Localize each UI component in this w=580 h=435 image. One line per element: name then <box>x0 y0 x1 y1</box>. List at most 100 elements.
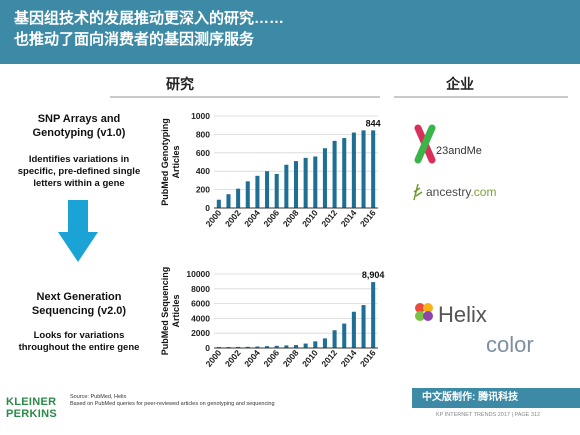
color-text: color <box>486 332 534 357</box>
bar <box>274 345 279 348</box>
bar <box>322 338 327 348</box>
x-tick-label: 2012 <box>319 348 339 369</box>
snp-description: Identifies variations in specific, pre-d… <box>6 154 152 190</box>
x-tick-label: 2016 <box>358 348 378 369</box>
y-tick-label: 6000 <box>191 299 210 309</box>
bar <box>265 171 270 208</box>
bar <box>313 341 318 348</box>
y-tick-label: 1000 <box>191 111 210 121</box>
companies-divider <box>394 96 568 98</box>
23andme-text: 23andMe <box>436 145 482 157</box>
y-tick-label: 2000 <box>191 328 210 338</box>
bar <box>332 330 337 348</box>
color-logo: color <box>486 332 534 357</box>
source-note: Source: PubMed, Helix Based on PubMed qu… <box>70 394 275 408</box>
ngs-title-line-1: Next Generation <box>36 291 122 303</box>
bar <box>255 346 260 348</box>
bar <box>226 194 231 208</box>
bar <box>303 343 308 348</box>
bar <box>245 346 250 348</box>
bar <box>313 156 318 208</box>
logo-ancestry: ancestry.com <box>410 180 560 202</box>
y-axis-label: PubMed Sequencing <box>160 267 170 356</box>
slide-header: 基因组技术的发展推动更深入的研究…… 也推动了面向消费者的基因测序服务 <box>0 0 580 64</box>
brand-line-2: PERKINS <box>6 408 57 420</box>
kleiner-perkins-logo: KLEINER PERKINS <box>6 396 57 420</box>
y-tick-label: 200 <box>196 185 210 195</box>
bar <box>293 345 299 348</box>
snp-desc-line-3: letters within a gene <box>33 178 125 189</box>
logo-helix: Helix <box>412 298 512 328</box>
bar <box>293 161 299 208</box>
x-tick-label: 2004 <box>242 348 262 369</box>
bar <box>255 175 260 208</box>
brand-line-1: KLEINER <box>6 396 57 408</box>
bar <box>361 305 366 348</box>
helix-icon: Helix <box>415 302 487 327</box>
data-label: 844 <box>366 118 381 128</box>
bar <box>342 138 347 208</box>
bar <box>236 188 241 208</box>
bar <box>265 346 270 348</box>
bar <box>371 130 376 208</box>
helix-text: Helix <box>438 302 487 327</box>
x-tick-label: 2010 <box>300 348 320 369</box>
x-tick-label: 2014 <box>339 348 359 369</box>
logo-color: color <box>484 330 564 360</box>
y-tick-label: 10000 <box>186 269 210 279</box>
bar <box>371 282 376 348</box>
snp-title-line-2: Genotyping (v1.0) <box>32 127 126 139</box>
bar <box>216 199 221 208</box>
x-tick-label: 2008 <box>281 208 301 229</box>
x-tick-label: 2012 <box>319 208 339 229</box>
y-tick-label: 800 <box>196 129 210 139</box>
x-tick-label: 2008 <box>281 348 301 369</box>
x-tick-label: 2006 <box>261 208 281 229</box>
ngs-desc-line-2: throughout the entire gene <box>18 342 140 353</box>
bar <box>303 157 308 208</box>
source-line-1: Source: PubMed, Helix <box>70 394 127 400</box>
down-arrow-icon <box>58 200 98 262</box>
x-tick-label: 2010 <box>300 208 320 229</box>
x-tick-label: 2004 <box>242 208 262 229</box>
section-title-companies: 企业 <box>446 76 474 92</box>
bar <box>351 132 356 208</box>
snp-title-line-1: SNP Arrays and <box>37 113 121 125</box>
section-title-research: 研究 <box>166 76 194 92</box>
logo-23andme: 23andMe <box>414 124 534 166</box>
footer-credit-bar: 中文版制作: 腾讯科技 <box>412 388 580 408</box>
bar <box>351 311 356 348</box>
bar <box>274 173 279 208</box>
y-tick-label: 600 <box>196 148 210 158</box>
y-axis-label: Articles <box>171 294 181 327</box>
x-tick-label: 2016 <box>358 208 378 229</box>
bar <box>332 140 337 208</box>
bar <box>245 181 250 208</box>
23andme-icon: 23andMe <box>414 124 482 164</box>
x-tick-label: 2014 <box>339 208 359 229</box>
research-divider <box>110 96 380 98</box>
ancestry-icon: ancestry.com <box>413 183 496 201</box>
header-line-1: 基因组技术的发展推动更深入的研究…… <box>14 10 285 27</box>
ngs-title-line-2: Sequencing (v2.0) <box>31 305 127 317</box>
ngs-desc-line-1: Looks for variations <box>33 330 125 341</box>
ancestry-text: ancestry.com <box>426 185 496 199</box>
bar <box>284 164 289 208</box>
x-tick-label: 2002 <box>223 208 243 229</box>
header-line-2: 也推动了面向消费者的基因测序服务 <box>14 31 255 48</box>
snp-desc-line-1: Identifies variations in <box>28 154 130 165</box>
snp-title: SNP Arrays and Genotyping (v1.0) <box>8 112 150 140</box>
bar <box>236 346 241 348</box>
x-tick-label: 2006 <box>261 348 281 369</box>
y-tick-label: 0 <box>205 343 210 353</box>
y-axis-label: PubMed Genotyping <box>160 118 170 206</box>
data-label: 8,904 <box>362 270 385 280</box>
ngs-title: Next Generation Sequencing (v2.0) <box>8 290 150 318</box>
y-tick-label: 8000 <box>191 284 210 294</box>
y-tick-label: 0 <box>205 203 210 213</box>
snp-desc-line-2: specific, pre-defined single <box>17 166 141 177</box>
source-line-2: Based on PubMed queries for peer-reviewe… <box>70 401 275 407</box>
ngs-description: Looks for variations throughout the enti… <box>6 330 152 354</box>
y-tick-label: 4000 <box>191 313 210 323</box>
